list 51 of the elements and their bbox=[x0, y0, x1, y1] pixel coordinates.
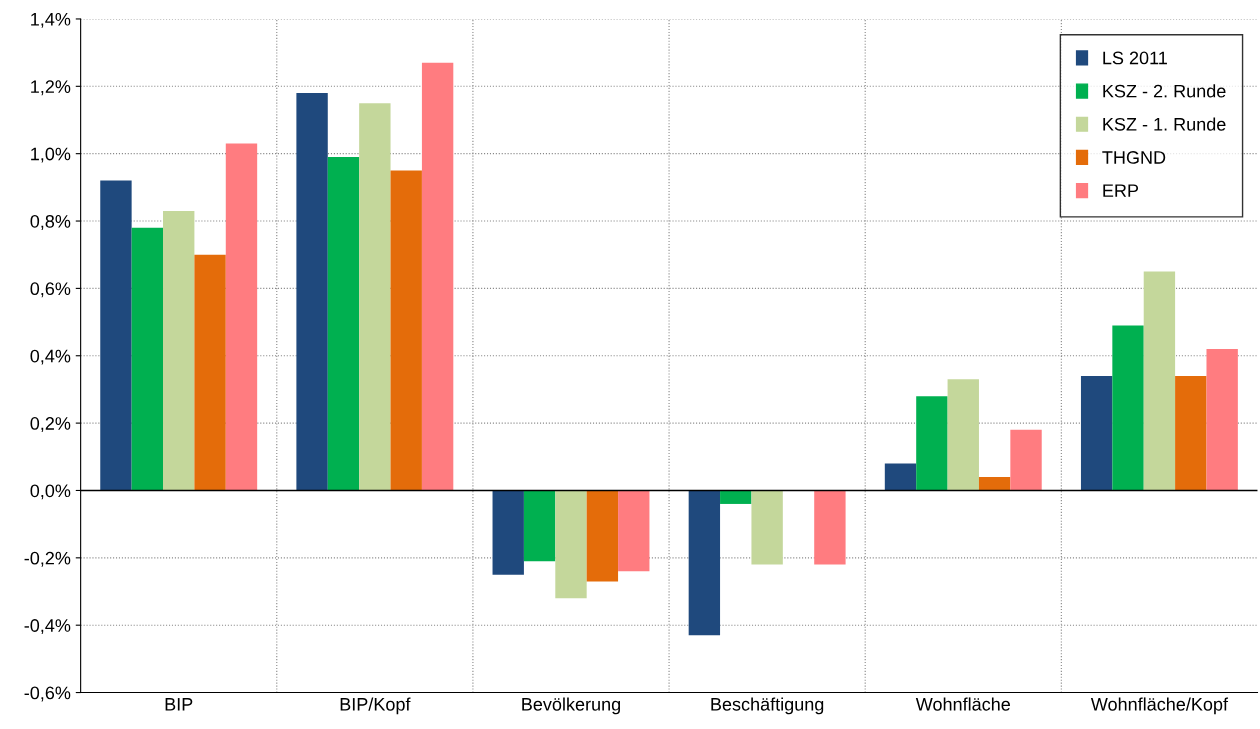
x-tick-label: Beschäftigung bbox=[711, 697, 824, 715]
y-tick-label: -0,2% bbox=[24, 551, 71, 567]
bar bbox=[1175, 375, 1207, 491]
y-tick-label: 0,6% bbox=[30, 282, 71, 298]
bar bbox=[555, 490, 587, 599]
y-tick-label: -0,4% bbox=[24, 619, 71, 635]
bar bbox=[1206, 349, 1238, 491]
bar bbox=[523, 490, 556, 562]
bar bbox=[720, 490, 752, 504]
y-tick-label: 0,0% bbox=[30, 484, 71, 500]
bar bbox=[390, 170, 422, 491]
legend-label: KSZ - 1. Runde bbox=[1103, 117, 1226, 131]
bar bbox=[978, 477, 1011, 491]
x-tick-label: BIP/Kopf bbox=[340, 697, 411, 715]
bar bbox=[100, 180, 132, 491]
legend-label: LS 2011 bbox=[1103, 51, 1167, 65]
bar bbox=[421, 62, 454, 491]
legend-label: THGND bbox=[1102, 151, 1166, 164]
x-tick-label: Bevölkerung bbox=[522, 697, 621, 715]
bar bbox=[194, 254, 226, 491]
bar bbox=[225, 143, 258, 491]
y-tick-label: 0,4% bbox=[30, 349, 71, 365]
bar bbox=[947, 379, 979, 491]
bar bbox=[1010, 429, 1042, 491]
y-tick-label: 1,2% bbox=[31, 80, 71, 96]
bar bbox=[327, 157, 360, 491]
bar bbox=[751, 490, 783, 565]
x-tick-label: BIP bbox=[165, 698, 193, 711]
legend-label: KSZ - 2. Runde bbox=[1103, 84, 1226, 98]
bar bbox=[296, 93, 328, 491]
x-tick-label: Wohnfläche bbox=[915, 697, 1010, 711]
y-tick-label: 0,8% bbox=[30, 214, 71, 230]
bar bbox=[1080, 375, 1113, 491]
legend-label: ERP bbox=[1103, 184, 1139, 197]
bar bbox=[163, 210, 195, 491]
bar bbox=[688, 490, 721, 636]
bar bbox=[884, 463, 917, 491]
y-tick-label: -0,6% bbox=[24, 686, 71, 702]
y-tick-label: 1,4% bbox=[31, 12, 71, 28]
bar bbox=[492, 490, 524, 575]
bar bbox=[1143, 271, 1176, 491]
bar bbox=[131, 227, 164, 491]
bar bbox=[586, 490, 619, 582]
bar bbox=[618, 490, 650, 572]
bar bbox=[359, 103, 391, 491]
y-tick-label: 1,0% bbox=[31, 147, 71, 163]
y-tick-label: 0,2% bbox=[30, 417, 71, 432]
x-tick-label: Wohnfläche/Kopf bbox=[1090, 697, 1229, 715]
bar bbox=[916, 396, 948, 491]
bar bbox=[814, 490, 846, 565]
bar bbox=[1112, 325, 1144, 491]
